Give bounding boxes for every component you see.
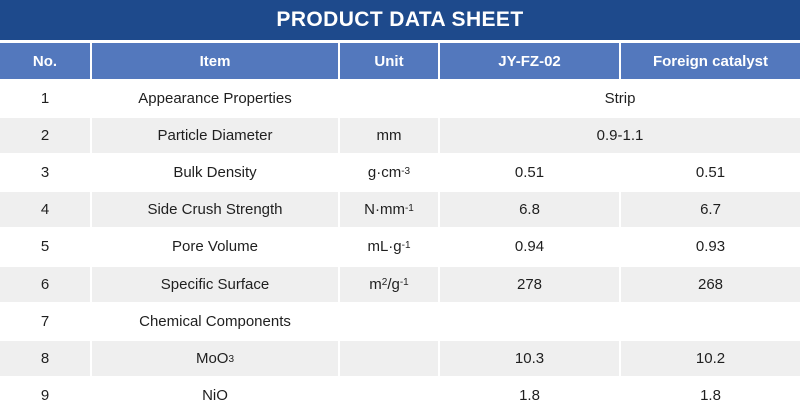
item-cell: MoO 3	[92, 340, 338, 376]
value-cell-jyfz02	[440, 303, 619, 339]
value-cell-jyfz02: 1.8	[440, 377, 619, 413]
item-cell: Appearance Properties	[92, 81, 338, 117]
column-header-jyfz02: JY-FZ-02	[440, 43, 619, 79]
unit-cell	[340, 81, 438, 117]
no-cell: 7	[0, 303, 90, 339]
unit-cell	[340, 303, 438, 339]
value-cell-foreign-catalyst: 10.2	[621, 340, 800, 376]
value-cell-foreign-catalyst: 6.7	[621, 192, 800, 228]
merged-value-cell: Strip	[440, 81, 800, 117]
no-cell: 3	[0, 155, 90, 191]
unit-cell: mm	[340, 118, 438, 154]
value-cell-jyfz02: 0.51	[440, 155, 619, 191]
value-cell-foreign-catalyst	[621, 303, 800, 339]
title-bar: PRODUCT DATA SHEET	[0, 0, 800, 40]
item-cell: Chemical Components	[92, 303, 338, 339]
value-cell-foreign-catalyst: 1.8	[621, 377, 800, 413]
item-cell: NiO	[92, 377, 338, 413]
no-cell: 5	[0, 229, 90, 265]
item-cell: Side Crush Strength	[92, 192, 338, 228]
unit-cell: N·mm -1	[340, 192, 438, 228]
column-header-item: Item	[92, 43, 338, 79]
item-cell: Bulk Density	[92, 155, 338, 191]
value-cell-jyfz02: 6.8	[440, 192, 619, 228]
value-cell-foreign-catalyst: 268	[621, 266, 800, 302]
no-cell: 4	[0, 192, 90, 228]
no-cell: 9	[0, 377, 90, 413]
page-title: PRODUCT DATA SHEET	[276, 8, 524, 31]
no-cell: 2	[0, 118, 90, 154]
value-cell-jyfz02: 278	[440, 266, 619, 302]
no-cell: 6	[0, 266, 90, 302]
merged-value-cell: 0.9-1.1	[440, 118, 800, 154]
value-cell-jyfz02: 0.94	[440, 229, 619, 265]
column-header-unit: Unit	[340, 43, 438, 79]
no-cell: 8	[0, 340, 90, 376]
unit-cell: mL·g -1	[340, 229, 438, 265]
unit-cell	[340, 377, 438, 413]
column-header-foreign-catalyst: Foreign catalyst	[621, 43, 800, 79]
item-cell: Particle Diameter	[92, 118, 338, 154]
unit-cell	[340, 340, 438, 376]
value-cell-jyfz02: 10.3	[440, 340, 619, 376]
item-cell: Specific Surface	[92, 266, 338, 302]
item-cell: Pore Volume	[92, 229, 338, 265]
no-cell: 1	[0, 81, 90, 117]
data-table: No. Item Unit JY-FZ-02 Foreign catalyst …	[0, 43, 800, 413]
value-cell-foreign-catalyst: 0.51	[621, 155, 800, 191]
unit-cell: g·cm -3	[340, 155, 438, 191]
column-header-no: No.	[0, 43, 90, 79]
value-cell-foreign-catalyst: 0.93	[621, 229, 800, 265]
unit-cell: m 2/g -1	[340, 266, 438, 302]
